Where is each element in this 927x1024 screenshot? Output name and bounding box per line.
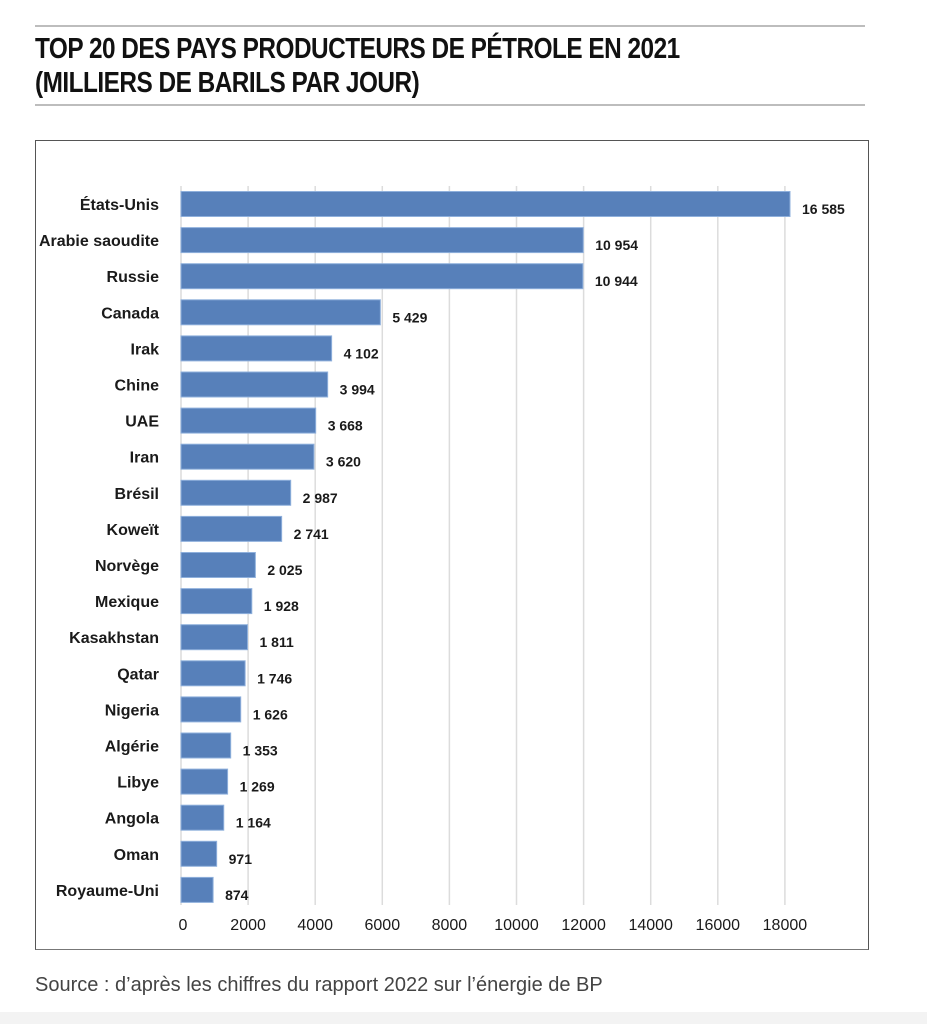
bar: [180, 371, 329, 398]
bar: [180, 515, 283, 542]
bar: [180, 768, 229, 795]
category-label: Algérie: [105, 739, 159, 756]
x-tick-label: 18000: [763, 917, 808, 934]
value-label: 2 987: [303, 490, 338, 506]
x-tick-label: 16000: [696, 917, 741, 934]
bar: [180, 191, 791, 217]
value-label: 10 944: [595, 273, 638, 289]
value-label: 1 811: [259, 634, 293, 650]
value-label: 1 164: [236, 815, 271, 831]
category-label: Koweït: [107, 522, 160, 539]
bar: [180, 624, 248, 651]
value-label: 971: [229, 851, 253, 867]
bar: [180, 227, 584, 254]
value-label: 3 668: [328, 418, 363, 434]
category-label: États-Unis: [80, 195, 159, 214]
title-line-1: TOP 20 DES PAYS PRODUCTEURS DE PÉTROLE E…: [35, 33, 680, 65]
value-label: 1 928: [264, 598, 299, 614]
value-label: 16 585: [802, 201, 845, 217]
value-label: 10 954: [595, 237, 638, 253]
category-label: Arabie saoudite: [39, 233, 159, 250]
bar: [180, 335, 333, 362]
chart-title: TOP 20 DES PAYS PRODUCTEURS DE PÉTROLE E…: [35, 32, 680, 100]
bar: [180, 804, 225, 831]
category-label: Oman: [114, 847, 159, 864]
category-label: Chine: [115, 378, 160, 395]
value-label: 5 429: [392, 309, 427, 325]
value-label: 1 626: [253, 706, 288, 722]
x-tick-label: 14000: [628, 917, 673, 934]
bar: [180, 443, 315, 470]
category-label: Qatar: [117, 666, 159, 683]
chart-frame: [35, 140, 869, 950]
category-label: Russie: [107, 269, 160, 286]
x-tick-label: 2000: [230, 917, 266, 934]
bar: [180, 588, 253, 615]
category-label: Libye: [117, 775, 159, 792]
category-label: Royaume-Uni: [56, 883, 159, 900]
value-label: 874: [225, 887, 249, 903]
x-tick-label: 4000: [297, 917, 333, 934]
x-tick-label: 12000: [561, 917, 606, 934]
title-bottom-rule: [35, 104, 865, 106]
category-label: Mexique: [95, 594, 159, 611]
category-label: Iran: [130, 450, 159, 467]
value-label: 3 620: [326, 454, 361, 470]
category-label: Brésil: [115, 486, 159, 503]
category-label: Canada: [101, 305, 159, 322]
page-bottom-strip: [0, 1012, 927, 1024]
top-rule: [35, 25, 865, 27]
bar: [180, 299, 381, 326]
bar: [180, 696, 242, 723]
value-label: 2 741: [294, 526, 329, 542]
x-tick-label: 6000: [365, 917, 401, 934]
bar: [180, 840, 218, 867]
value-label: 1 353: [243, 743, 278, 759]
bar: [180, 263, 584, 290]
bar: [180, 552, 256, 578]
bar: [180, 876, 214, 903]
value-label: 2 025: [267, 562, 302, 578]
value-label: 4 102: [344, 345, 379, 361]
bar: [180, 660, 246, 687]
value-label: 1 746: [257, 670, 292, 686]
category-label: Norvège: [95, 558, 159, 575]
x-tick-label: 8000: [432, 917, 468, 934]
value-label: 1 269: [240, 779, 275, 795]
category-label: Kasakhstan: [69, 630, 159, 647]
category-label: Irak: [131, 341, 160, 358]
source-note: Source : d’après les chiffres du rapport…: [35, 974, 603, 996]
bar: [180, 407, 317, 434]
value-label: 3 994: [340, 382, 375, 398]
category-label: UAE: [125, 414, 159, 431]
bar: [180, 732, 232, 759]
x-tick-label: 10000: [494, 917, 539, 934]
category-label: Angola: [105, 811, 159, 828]
category-label: Nigeria: [105, 702, 159, 719]
x-tick-label: 0: [179, 917, 188, 934]
title-line-2: (MILLIERS DE BARILS PAR JOUR): [35, 67, 420, 99]
bar: [180, 479, 292, 506]
